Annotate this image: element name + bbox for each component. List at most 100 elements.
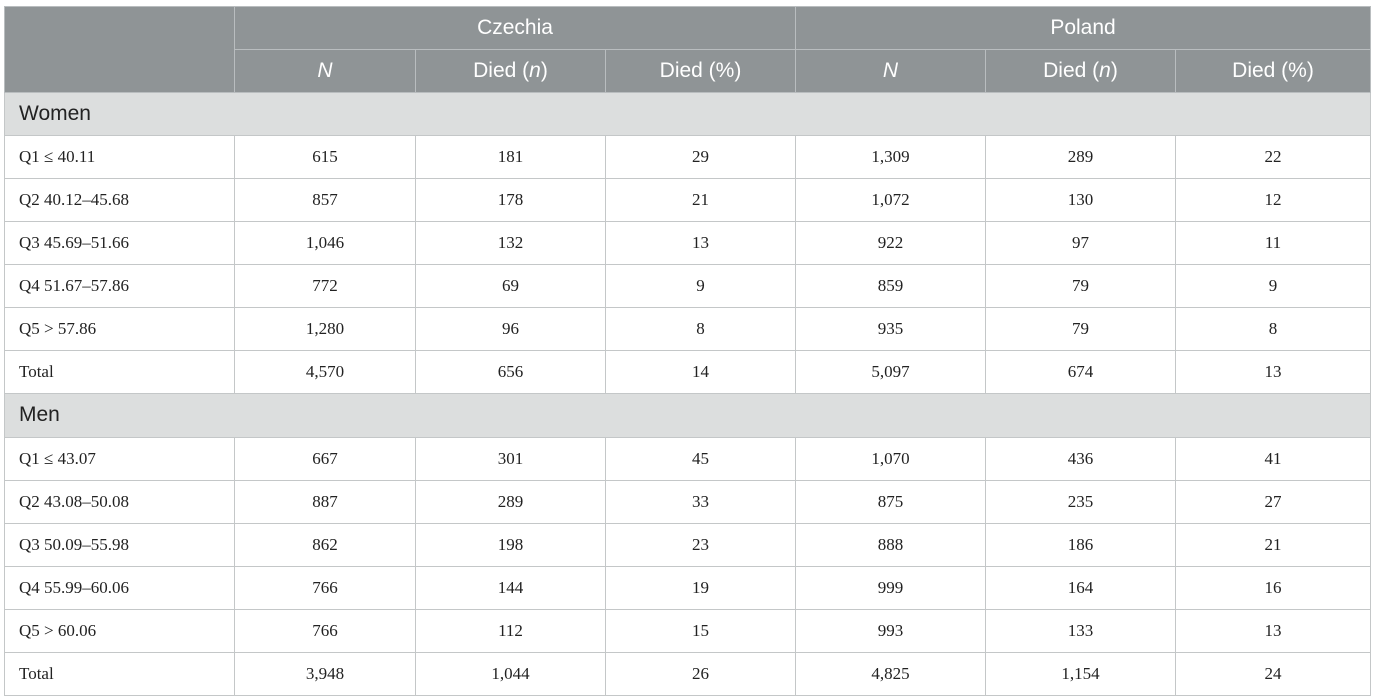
header-column-cell: N [234,49,416,93]
table-cell: 1,044 [415,651,606,697]
table-cell: 301 [415,436,606,481]
table-row: Q1 ≤ 43.07 667 301 45 1,070 436 41 [4,436,1372,481]
table-cell: 112 [415,608,606,653]
row-label: Q4 51.67–57.86 [4,264,235,309]
table-cell: 144 [415,565,606,610]
row-label: Q3 45.69–51.66 [4,221,235,266]
table-cell: 198 [415,522,606,567]
table-cell: 8 [1174,307,1372,352]
row-label: Q5 > 57.86 [4,307,235,352]
row-label: Q1 ≤ 43.07 [4,436,235,481]
table-cell: 33 [605,479,796,524]
table-cell: 181 [415,135,606,180]
table-cell: 132 [415,221,606,266]
table-cell: 857 [234,178,416,223]
table-row: Q4 51.67–57.86 772 69 9 859 79 9 [4,264,1372,309]
header-text: Died ( [1043,59,1100,82]
header-column-cell: Died (%) [605,49,796,93]
table-cell: 289 [985,135,1176,180]
header-text: Died ( [473,59,530,82]
header-text-italic: n [529,59,541,82]
table-cell: 888 [795,522,986,567]
table-cell: 436 [985,436,1176,481]
header-country-czechia: Czechia [234,6,796,50]
table-cell: 12 [1174,178,1372,223]
header-corner-cell [4,6,235,93]
section-header-row: Men [3,393,1372,438]
row-label: Q5 > 60.06 [4,608,235,653]
header-text: ) [540,59,548,82]
header-column-cell: Died (%) [1174,49,1372,93]
table-cell: 16 [1174,565,1372,610]
table-cell: 27 [1174,479,1372,524]
table-cell: 13 [1174,608,1372,653]
table-cell: 772 [234,264,416,309]
table-cell: 41 [1174,436,1372,481]
header-country-poland: Poland [794,6,1372,50]
header-row-countries: Czechia Poland [4,6,1372,93]
table-cell: 1,070 [795,436,986,481]
table-cell: 13 [605,221,796,266]
table-cell: 1,280 [234,307,416,352]
table-cell: 766 [234,565,416,610]
row-label: Total [4,651,235,697]
header-column-cell: Died (n) [985,49,1176,93]
table-cell: 875 [795,479,986,524]
table-cell: 922 [795,221,986,266]
table-cell: 26 [605,651,796,697]
row-label: Q3 50.09–55.98 [4,522,235,567]
table-cell: 23 [605,522,796,567]
table-header: Czechia Poland N Died (n) Died (%) N Died (n… [4,6,1372,93]
table-cell: 9 [605,264,796,309]
table-cell: 289 [415,479,606,524]
table-cell: 1,309 [795,135,986,180]
table-cell: 887 [234,479,416,524]
table-row: Q1 ≤ 40.11 615 181 29 1,309 289 22 [4,135,1372,180]
table-row: Q3 45.69–51.66 1,046 132 13 922 97 11 [4,221,1372,266]
header-text-italic: n [1099,59,1111,82]
table-cell: 21 [1174,522,1372,567]
header-column-cell: N [795,49,986,93]
header-column-cell: Died (n) [415,49,606,93]
table-cell: 164 [985,565,1176,610]
table-row: Total 4,570 656 14 5,097 674 13 [4,350,1372,395]
table-cell: 97 [985,221,1176,266]
table-cell: 14 [605,350,796,395]
table-cell: 999 [795,565,986,610]
table-row: Q5 > 57.86 1,280 96 8 935 79 8 [4,307,1372,352]
row-label: Q4 55.99–60.06 [4,565,235,610]
row-label: Q2 43.08–50.08 [4,479,235,524]
row-label: Total [4,350,235,395]
header-text: Died (%) [659,59,742,82]
table-row: Q2 43.08–50.08 887 289 33 875 235 27 [4,479,1372,524]
table-cell: 615 [234,135,416,180]
section-title: Men [3,393,1372,438]
table-cell: 130 [985,178,1176,223]
table-cell: 235 [985,479,1176,524]
table-row: Q3 50.09–55.98 862 198 23 888 186 21 [4,522,1372,567]
table-cell: 674 [985,350,1176,395]
table-cell: 22 [1174,135,1372,180]
data-table: Czechia Poland N Died (n) Died (%) N Died (n… [3,6,1372,697]
table-row: Q4 55.99–60.06 766 144 19 999 164 16 [4,565,1372,610]
table-cell: 667 [234,436,416,481]
header-text-italic: N [882,59,899,82]
table-cell: 29 [605,135,796,180]
table-cell: 186 [985,522,1176,567]
table-cell: 1,072 [795,178,986,223]
table-cell: 1,154 [985,651,1176,697]
table-cell: 69 [415,264,606,309]
table-cell: 993 [795,608,986,653]
table-cell: 79 [985,264,1176,309]
table-cell: 13 [1174,350,1372,395]
table-cell: 5,097 [795,350,986,395]
table-cell: 15 [605,608,796,653]
table-cell: 3,948 [234,651,416,697]
table-cell: 96 [415,307,606,352]
table-cell: 45 [605,436,796,481]
row-label: Q1 ≤ 40.11 [4,135,235,180]
table-cell: 79 [985,307,1176,352]
table-cell: 21 [605,178,796,223]
table-cell: 4,825 [795,651,986,697]
table-cell: 11 [1174,221,1372,266]
